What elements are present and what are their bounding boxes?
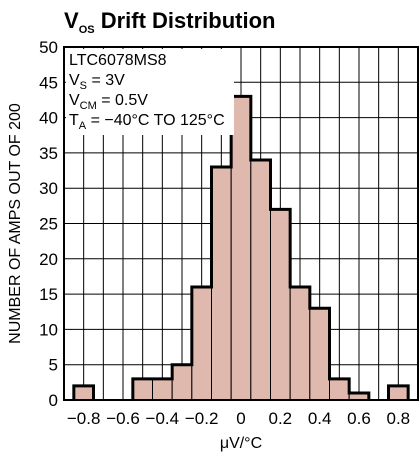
y-tick-label: 10	[39, 320, 58, 339]
x-tick-label: 0.8	[387, 409, 411, 428]
condition-line: VS = 3V	[69, 72, 125, 92]
plot-frame	[63, 46, 419, 401]
histogram-bar	[329, 378, 350, 401]
x-tick-label: 0.6	[347, 409, 371, 428]
condition-line: VCM = 0.5V	[69, 92, 148, 112]
x-tick-label: −0.4	[146, 409, 180, 428]
x-axis-label: μV/°C	[220, 435, 262, 452]
histogram-bar	[250, 159, 271, 401]
y-tick-label: 40	[39, 109, 58, 128]
histogram-bar	[388, 385, 409, 401]
y-tick-label: 45	[39, 73, 58, 92]
x-tick-label: −0.6	[106, 409, 140, 428]
x-tick-label: 0.4	[308, 409, 332, 428]
chart-title: VOS Drift Distribution	[64, 8, 275, 36]
bars	[73, 95, 409, 401]
y-tick-label: 50	[39, 38, 58, 57]
conditions-background	[66, 49, 234, 135]
y-tick-label: 15	[39, 285, 58, 304]
x-tick-label: 0	[236, 409, 245, 428]
y-axis-label: NUMBER OF AMPS OUT OF 200	[7, 103, 24, 344]
y-tick-label: 20	[39, 250, 58, 269]
histogram-bar	[191, 286, 212, 401]
histogram-bar	[309, 307, 331, 401]
x-tick-label: −0.2	[185, 409, 219, 428]
histogram-bar	[289, 286, 311, 401]
histogram-bar	[270, 208, 291, 401]
condition-line: LTC6078MS8	[69, 52, 167, 69]
histogram-bar	[211, 166, 232, 401]
histogram-bar	[132, 378, 153, 401]
histogram-bar	[171, 364, 193, 401]
y-tick-labels: 0 5 10 15 20 25 30 35 40 45 50	[39, 38, 58, 410]
y-tick-label: 35	[39, 144, 58, 163]
y-tick-label: 0	[49, 391, 58, 410]
y-tick-label: 25	[39, 215, 58, 234]
histogram-bar	[152, 378, 173, 401]
histogram-bar	[73, 385, 95, 401]
x-tick-label: 0.2	[269, 409, 293, 428]
histogram-bar	[230, 95, 252, 401]
y-tick-label: 5	[49, 356, 58, 375]
histogram-outline	[72, 94, 410, 400]
condition-line: TA = −40°C TO 125°C	[69, 112, 225, 132]
x-tick-label: −0.8	[67, 409, 101, 428]
y-tick-label: 30	[39, 179, 58, 198]
x-tick-labels: −0.8 −0.6 −0.4 −0.2 0 0.2 0.4 0.6 0.8	[67, 409, 410, 428]
